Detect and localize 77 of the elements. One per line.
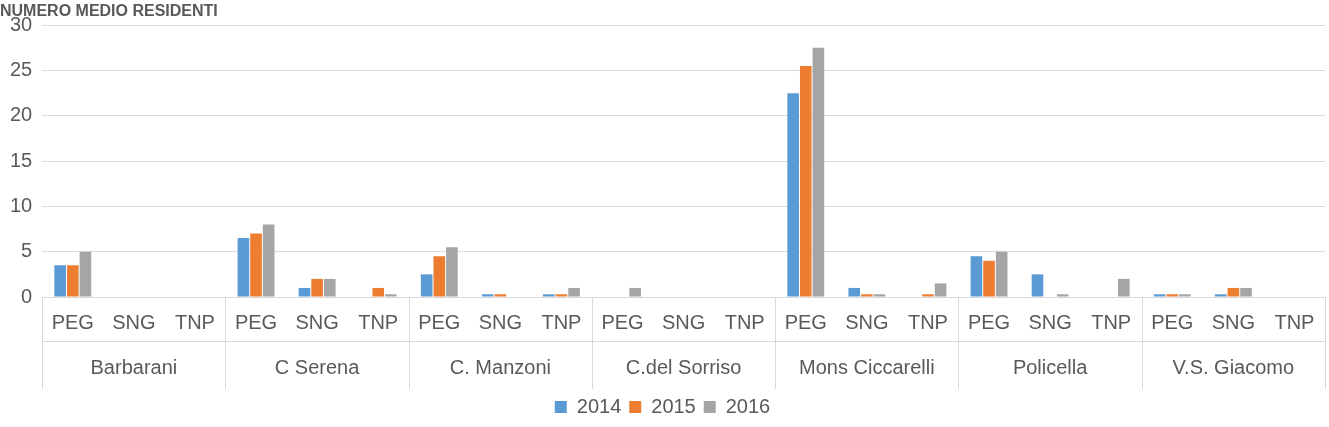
x-tick-label: PEG xyxy=(967,310,1011,333)
bar xyxy=(446,247,458,297)
bar xyxy=(1214,294,1227,297)
bar xyxy=(250,233,262,297)
bar xyxy=(873,294,886,297)
text: C. Manzoni xyxy=(449,355,551,378)
x-tick-label: TNP xyxy=(724,310,765,333)
x-tick-label: PEG xyxy=(601,310,644,333)
bar xyxy=(799,65,812,297)
x-tick-label: TNP xyxy=(358,310,399,333)
bar xyxy=(298,287,311,297)
y-tick-label: 10 xyxy=(10,193,33,216)
x-tick-label: SNG xyxy=(112,310,156,333)
bar xyxy=(1179,294,1191,297)
x-tick-label: PEG xyxy=(234,310,278,333)
bar xyxy=(934,283,947,297)
bar xyxy=(494,294,507,297)
x-tick-label: PEG xyxy=(1151,310,1194,333)
bar xyxy=(481,294,494,297)
x-tick-label: PEG xyxy=(784,310,827,333)
legend-label: 2016 xyxy=(725,394,771,417)
legend-label: 2015 xyxy=(651,394,696,417)
text: Barbarani xyxy=(90,355,178,378)
x-tick-label: TNP xyxy=(907,310,948,333)
x-tick-label: SNG xyxy=(1211,310,1256,333)
bar xyxy=(543,294,555,297)
bar xyxy=(323,278,336,297)
bar xyxy=(787,93,799,297)
bar xyxy=(237,238,250,297)
text: Policella xyxy=(1012,355,1089,378)
text: V.S. Giacomo xyxy=(1172,355,1295,378)
bar xyxy=(848,287,861,297)
x-tick-label: TNP xyxy=(541,310,582,333)
y-tick-label: 25 xyxy=(10,58,33,81)
legend-label: 2014 xyxy=(576,394,622,417)
bar xyxy=(812,47,825,297)
x-tick-label: SNG xyxy=(1028,310,1072,333)
bar xyxy=(1056,294,1069,297)
bar xyxy=(1240,287,1252,297)
bar xyxy=(1153,294,1166,297)
text: C.del Sorriso xyxy=(625,355,742,378)
bar xyxy=(66,265,79,297)
bar xyxy=(1031,274,1044,297)
x-tick-label: TNP xyxy=(174,310,215,333)
bar xyxy=(861,294,873,297)
y-tick-label: 20 xyxy=(10,103,33,126)
bar xyxy=(1118,278,1130,297)
x-tick-label: PEG xyxy=(51,310,94,333)
x-tick-label: SNG xyxy=(478,310,523,333)
x-tick-label: SNG xyxy=(845,310,889,333)
bar xyxy=(433,256,446,297)
x-tick-label: SNG xyxy=(295,310,339,333)
bar xyxy=(1227,287,1240,297)
text: Mons Ciccarelli xyxy=(799,355,935,378)
x-tick-label: SNG xyxy=(661,310,706,333)
bar xyxy=(54,265,66,297)
bar xyxy=(311,278,323,297)
bar xyxy=(995,251,1008,297)
bar xyxy=(568,287,580,297)
x-tick-label: TNP xyxy=(1091,310,1132,333)
x-tick-label: PEG xyxy=(418,310,461,333)
bar xyxy=(79,251,92,297)
bar xyxy=(372,287,385,297)
x-tick-label: TNP xyxy=(1274,310,1315,333)
y-tick-label: 15 xyxy=(10,148,33,171)
y-tick-label: 5 xyxy=(21,239,33,262)
y-tick-label: 0 xyxy=(21,284,33,307)
bar xyxy=(385,294,397,297)
bar xyxy=(555,294,568,297)
text: C Serena xyxy=(274,355,361,378)
bar xyxy=(262,224,275,297)
bar xyxy=(420,274,433,297)
bar xyxy=(970,256,983,297)
bar xyxy=(1166,294,1179,297)
bar xyxy=(983,260,995,297)
bar xyxy=(922,294,934,297)
bar xyxy=(629,287,641,297)
